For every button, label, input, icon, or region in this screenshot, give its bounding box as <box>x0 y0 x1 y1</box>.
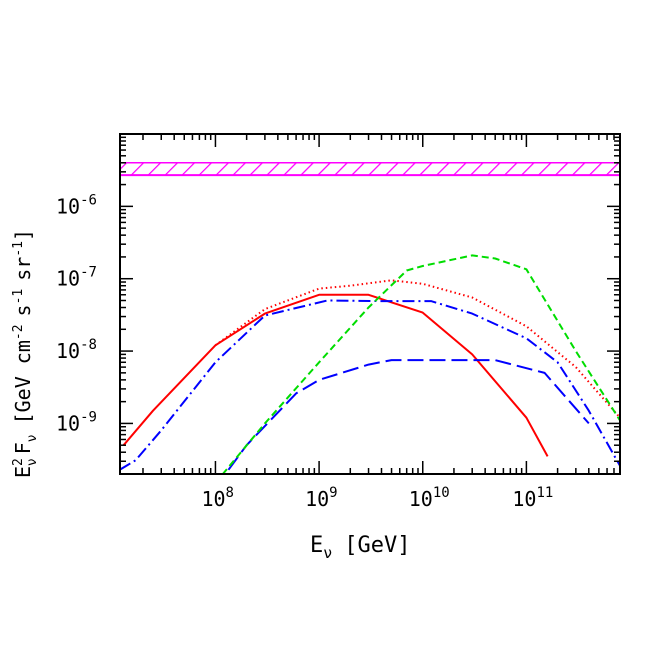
y-tick-label: 10-6 <box>56 192 97 218</box>
y-tick-label: 10-9 <box>56 409 97 435</box>
tick-labels: 108 109 1010 1011 10-6 10-7 10-8 10-9 <box>56 192 553 511</box>
band-hatch <box>120 162 620 176</box>
upper-limit-band <box>120 162 620 177</box>
x-tick-label: 108 <box>201 485 234 511</box>
series-line-5 <box>221 254 620 474</box>
ticks <box>120 133 621 475</box>
x-tick-label: 1011 <box>512 485 553 511</box>
y-tick-label: 10-8 <box>56 337 97 363</box>
plot-frame <box>119 133 621 475</box>
x-axis-label: Eν [GeV] <box>310 533 411 562</box>
series-line-1 <box>122 293 549 457</box>
series-group <box>120 254 620 474</box>
x-tick-label: 109 <box>305 485 338 511</box>
series-line-3 <box>120 299 620 471</box>
y-axis-label: E2νFν[GeV cm-2s-1sr-1] <box>11 229 40 478</box>
series-line-2 <box>214 279 620 419</box>
y-tick-label: 10-7 <box>56 265 97 291</box>
x-tick-label: 1010 <box>409 485 450 511</box>
series-line-4 <box>224 359 590 474</box>
